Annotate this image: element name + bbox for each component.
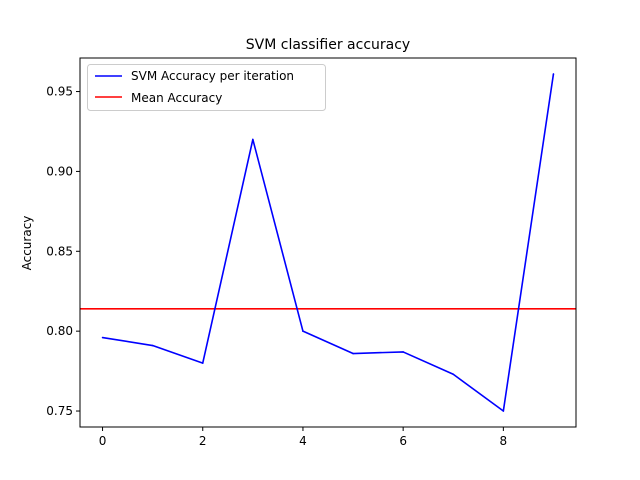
x-tick-label: 4 (299, 434, 307, 448)
accuracy-point-6 (402, 351, 404, 353)
y-tick-label: 0.90 (46, 164, 73, 178)
accuracy-point-2 (201, 362, 204, 364)
legend-box (87, 64, 326, 111)
plot-area (80, 73, 576, 412)
x-tick-label: 2 (199, 434, 207, 448)
chart-title: SVM classifier accuracy (246, 37, 410, 53)
y-axis-label: Accuracy (20, 216, 34, 271)
accuracy-point-3 (252, 138, 254, 141)
accuracy-point-1 (151, 344, 154, 347)
y-tick-label: 0.85 (46, 244, 73, 258)
axis-ticks: 0 2 4 6 8 0.75 0.80 0.85 0.90 0.95 (46, 85, 507, 448)
accuracy-point-7 (452, 373, 455, 376)
accuracy-point-4 (302, 330, 304, 332)
x-tick-label: 6 (399, 434, 407, 448)
legend: SVM Accuracy per iteration Mean Accuracy (87, 64, 326, 111)
accuracy-point-8 (502, 410, 505, 412)
legend-label-svm-accuracy: SVM Accuracy per iteration (131, 69, 294, 83)
accuracy-series-line (102, 73, 555, 412)
accuracy-point-0 (101, 336, 104, 339)
y-tick-label: 0.95 (46, 85, 73, 99)
accuracy-point-9 (552, 73, 555, 75)
legend-label-mean-accuracy: Mean Accuracy (131, 91, 222, 105)
y-tick-label: 0.80 (46, 324, 73, 338)
x-tick-label: 8 (500, 434, 508, 448)
axes-frame (79, 57, 577, 428)
x-tick-label: 0 (99, 434, 107, 448)
y-tick-label: 0.75 (46, 404, 73, 418)
accuracy-point-5 (352, 352, 354, 355)
